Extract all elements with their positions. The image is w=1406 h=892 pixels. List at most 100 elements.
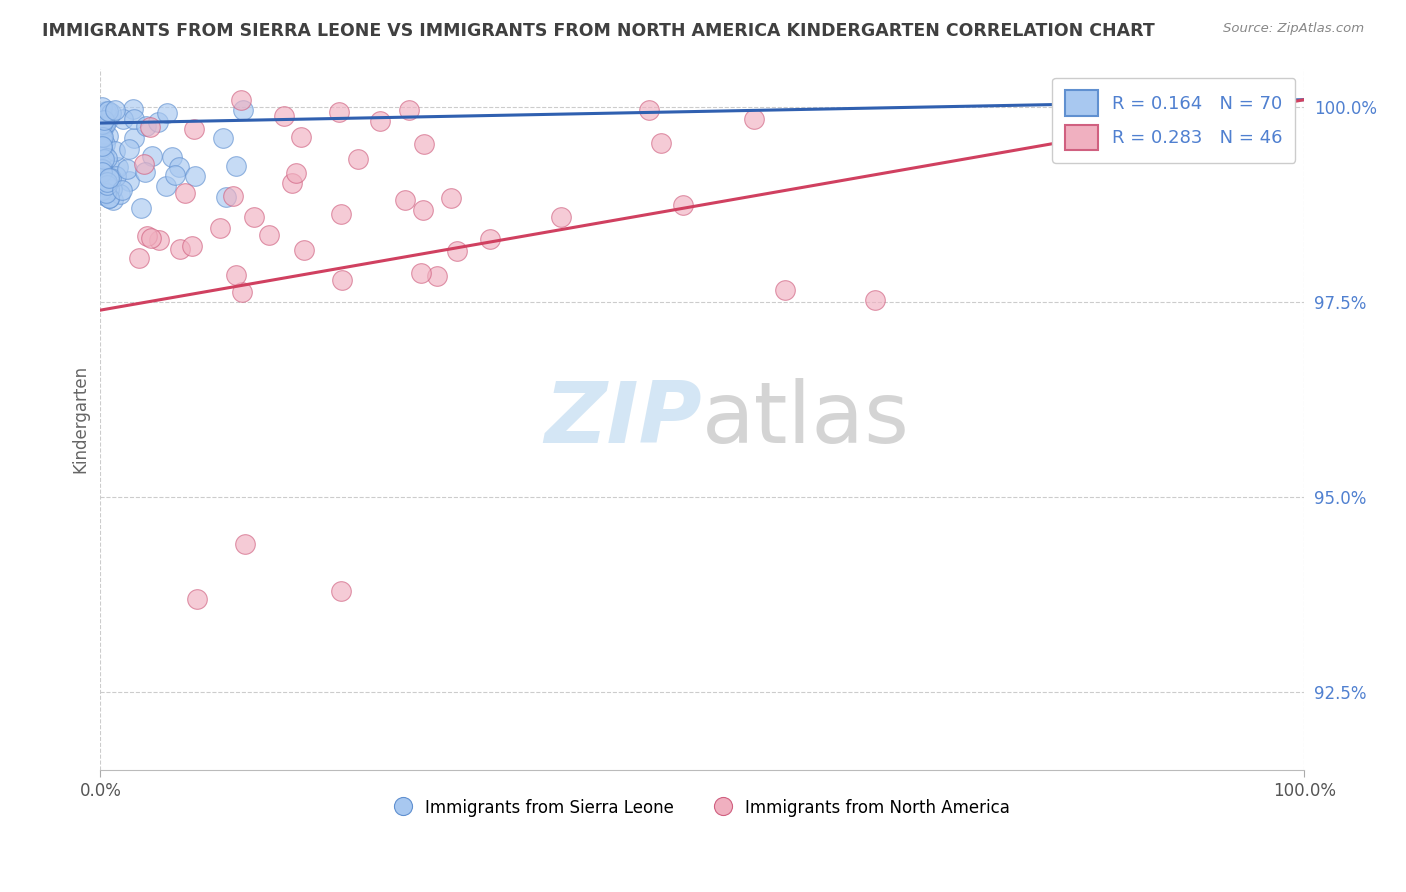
Point <box>446 244 468 258</box>
Point <box>440 191 463 205</box>
Point <box>131 201 153 215</box>
Point <box>100 105 122 120</box>
Point <box>292 243 315 257</box>
Point <box>96 178 118 192</box>
Point <box>118 143 141 157</box>
Point <box>93 120 115 134</box>
Point <box>478 232 501 246</box>
Point <box>744 112 766 126</box>
Point <box>412 203 434 218</box>
Point <box>93 117 115 131</box>
Point <box>97 103 120 118</box>
Point <box>90 121 112 136</box>
Text: IMMIGRANTS FROM SIERRA LEONE VS IMMIGRANTS FROM NORTH AMERICA KINDERGARTEN CORRE: IMMIGRANTS FROM SIERRA LEONE VS IMMIGRAN… <box>42 22 1154 40</box>
Point <box>91 120 114 135</box>
Point <box>134 165 156 179</box>
Point <box>863 293 886 307</box>
Point <box>285 166 308 180</box>
Point <box>146 114 169 128</box>
Point <box>233 537 256 551</box>
Point <box>91 139 114 153</box>
Point <box>107 161 129 175</box>
Point <box>94 186 117 201</box>
Point <box>112 112 135 127</box>
Point <box>108 186 131 201</box>
Point <box>243 210 266 224</box>
Point <box>104 144 127 158</box>
Point <box>139 230 162 244</box>
Y-axis label: Kindergarten: Kindergarten <box>72 365 89 474</box>
Point <box>91 161 114 175</box>
Point <box>104 103 127 118</box>
Point <box>90 162 112 177</box>
Point <box>96 175 118 189</box>
Point <box>330 583 353 598</box>
Point <box>550 210 572 224</box>
Point <box>672 198 695 212</box>
Point <box>96 129 118 144</box>
Point <box>139 120 162 134</box>
Point <box>90 106 112 120</box>
Point <box>105 169 128 183</box>
Point <box>100 170 122 185</box>
Point <box>93 146 115 161</box>
Point <box>638 103 661 117</box>
Point <box>98 191 121 205</box>
Point <box>650 136 672 150</box>
Point <box>141 149 163 163</box>
Point <box>93 137 115 152</box>
Point <box>225 268 247 282</box>
Legend: Immigrants from Sierra Leone, Immigrants from North America: Immigrants from Sierra Leone, Immigrants… <box>388 791 1017 825</box>
Text: Source: ZipAtlas.com: Source: ZipAtlas.com <box>1223 22 1364 36</box>
Point <box>183 121 205 136</box>
Point <box>90 164 112 178</box>
Point <box>91 129 114 144</box>
Point <box>121 102 143 116</box>
Point <box>273 110 295 124</box>
Point <box>90 118 112 132</box>
Point <box>330 207 353 221</box>
Point <box>132 157 155 171</box>
Point <box>118 174 141 188</box>
Point <box>94 104 117 119</box>
Point <box>222 188 245 202</box>
Point <box>426 269 449 284</box>
Point <box>122 131 145 145</box>
Point <box>281 176 304 190</box>
Point <box>122 112 145 127</box>
Point <box>98 112 121 126</box>
Point <box>111 183 134 197</box>
Point <box>160 150 183 164</box>
Point <box>136 229 159 244</box>
Point <box>96 116 118 130</box>
Point <box>232 103 254 118</box>
Point <box>229 93 252 107</box>
Point <box>225 159 247 173</box>
Point <box>215 189 238 203</box>
Point <box>368 114 391 128</box>
Point <box>117 161 139 176</box>
Point <box>98 158 121 172</box>
Point <box>90 100 112 114</box>
Point <box>98 191 121 205</box>
Point <box>101 182 124 196</box>
Point <box>98 182 121 196</box>
Point <box>90 116 112 130</box>
Point <box>90 183 112 197</box>
Point <box>411 266 433 280</box>
Point <box>330 272 353 286</box>
Point <box>328 104 350 119</box>
Point <box>169 242 191 256</box>
Point <box>96 151 118 165</box>
Text: atlas: atlas <box>702 377 910 461</box>
Point <box>101 194 124 208</box>
Point <box>184 169 207 183</box>
Point <box>91 187 114 202</box>
Point <box>412 136 434 151</box>
Point <box>128 251 150 265</box>
Point <box>155 179 177 194</box>
Point <box>290 129 312 144</box>
Point <box>773 283 796 297</box>
Point <box>212 130 235 145</box>
Point <box>257 228 280 243</box>
